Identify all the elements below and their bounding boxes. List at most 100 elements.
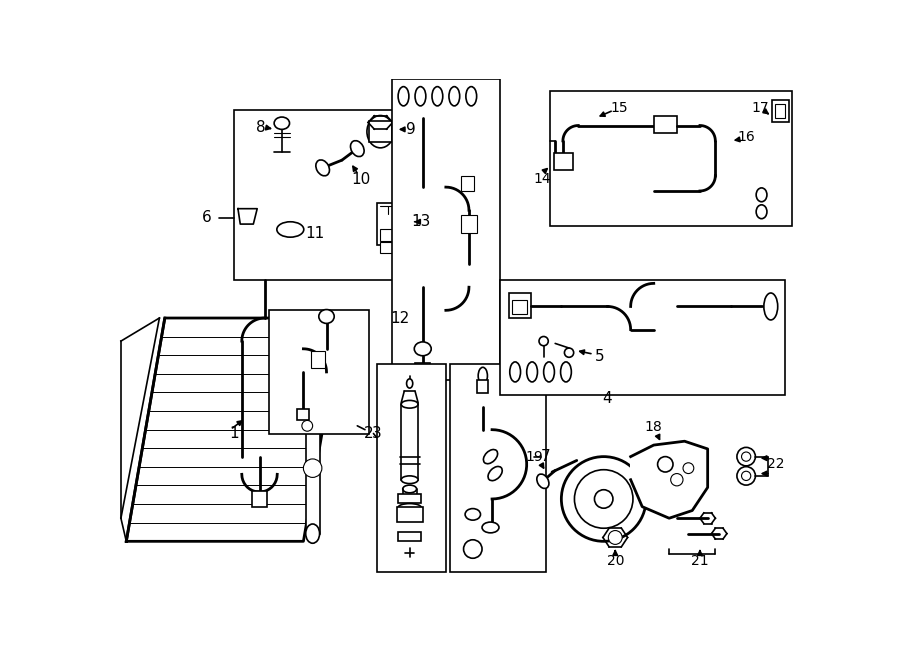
Ellipse shape [478, 368, 488, 384]
Bar [512, 300, 527, 314]
Ellipse shape [402, 485, 417, 493]
Text: 12: 12 [390, 311, 410, 325]
Circle shape [574, 470, 633, 528]
Bar [369, 121, 392, 143]
Ellipse shape [316, 160, 329, 176]
Circle shape [562, 457, 646, 541]
Ellipse shape [350, 141, 365, 157]
Bar [500, 280, 785, 395]
Ellipse shape [756, 188, 767, 202]
Circle shape [302, 420, 312, 431]
Circle shape [564, 348, 573, 358]
Ellipse shape [764, 293, 778, 320]
Bar [398, 494, 421, 503]
Circle shape [737, 467, 755, 485]
Text: 1: 1 [230, 426, 238, 441]
Text: 16: 16 [737, 130, 755, 144]
Ellipse shape [432, 87, 443, 106]
Circle shape [742, 471, 751, 481]
Ellipse shape [398, 504, 421, 512]
Bar [398, 532, 421, 541]
Text: 20: 20 [607, 553, 624, 568]
Text: 10: 10 [352, 172, 371, 187]
Ellipse shape [536, 474, 549, 488]
Polygon shape [126, 318, 342, 541]
Ellipse shape [466, 87, 477, 106]
Bar [461, 176, 473, 191]
Ellipse shape [306, 401, 319, 420]
Text: 14: 14 [534, 173, 551, 186]
Text: 18: 18 [645, 420, 662, 434]
Text: 7: 7 [541, 449, 551, 464]
Text: 22: 22 [767, 457, 784, 471]
Ellipse shape [401, 476, 419, 484]
Text: 21: 21 [691, 553, 709, 568]
Bar [397, 507, 423, 522]
Bar [381, 229, 392, 241]
Bar [554, 153, 573, 170]
Text: 6: 6 [202, 210, 212, 225]
Ellipse shape [398, 87, 409, 106]
Ellipse shape [526, 362, 537, 382]
Bar [509, 293, 530, 318]
Bar [234, 110, 400, 280]
Bar [297, 409, 309, 420]
Ellipse shape [367, 116, 394, 148]
Ellipse shape [306, 524, 319, 543]
Text: 5: 5 [595, 349, 605, 364]
Bar [550, 91, 792, 225]
Bar [269, 310, 369, 434]
Circle shape [464, 540, 482, 559]
Bar [392, 79, 500, 379]
Ellipse shape [401, 401, 419, 408]
Text: 17: 17 [752, 101, 769, 115]
Ellipse shape [465, 508, 481, 520]
Text: 2: 2 [364, 426, 374, 441]
Bar [450, 364, 546, 572]
Ellipse shape [488, 467, 502, 481]
Ellipse shape [415, 87, 426, 106]
Text: 4: 4 [603, 391, 612, 407]
Ellipse shape [482, 522, 499, 533]
Bar [477, 379, 488, 393]
Circle shape [670, 473, 683, 486]
Ellipse shape [414, 342, 431, 356]
Ellipse shape [449, 87, 460, 106]
Bar [653, 116, 677, 134]
Ellipse shape [561, 362, 572, 382]
Bar [376, 202, 411, 245]
Bar [306, 410, 319, 533]
Text: 15: 15 [610, 101, 628, 115]
Bar [461, 215, 477, 233]
Bar [311, 351, 325, 368]
Circle shape [683, 463, 694, 473]
Ellipse shape [277, 222, 304, 237]
Bar [252, 491, 267, 507]
Circle shape [539, 336, 548, 346]
Circle shape [608, 531, 622, 545]
Bar [376, 364, 446, 572]
Bar [381, 242, 400, 253]
Bar [771, 100, 788, 122]
Circle shape [303, 459, 322, 477]
Text: 19: 19 [526, 449, 544, 463]
Ellipse shape [274, 117, 290, 130]
Bar [775, 104, 786, 118]
Ellipse shape [319, 309, 334, 323]
Text: 9: 9 [406, 122, 416, 137]
Circle shape [658, 457, 673, 472]
Bar [415, 364, 430, 374]
Circle shape [737, 447, 755, 466]
Ellipse shape [407, 379, 413, 388]
Text: 11: 11 [305, 226, 325, 241]
Text: 3: 3 [372, 426, 382, 441]
Polygon shape [631, 442, 707, 518]
Text: 13: 13 [411, 214, 431, 229]
Ellipse shape [483, 449, 498, 464]
Ellipse shape [756, 205, 767, 219]
Circle shape [595, 490, 613, 508]
Ellipse shape [509, 362, 520, 382]
Circle shape [742, 452, 751, 461]
Text: 8: 8 [256, 120, 266, 136]
Ellipse shape [544, 362, 554, 382]
